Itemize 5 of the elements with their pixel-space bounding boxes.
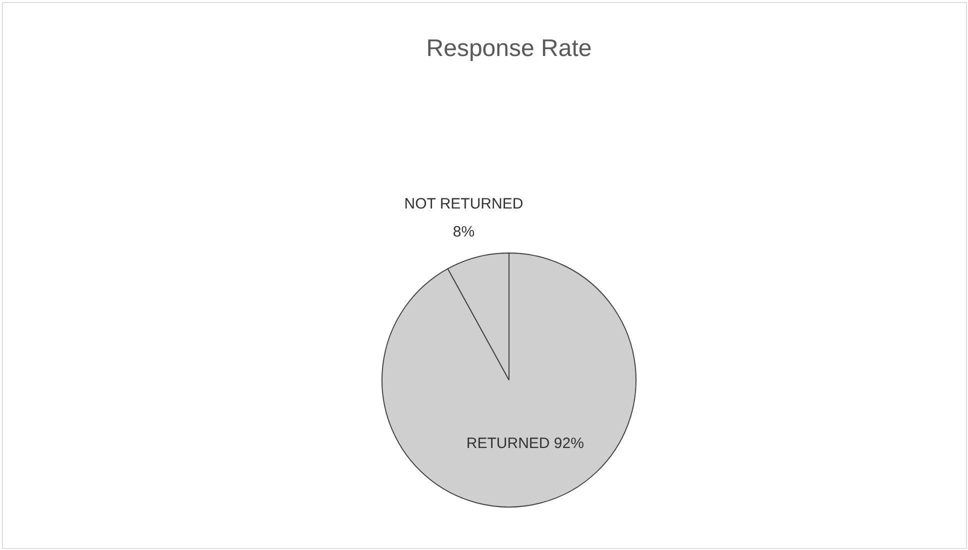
- slice-label: NOT RETURNED: [404, 196, 524, 213]
- chart-title: Response Rate: [426, 35, 592, 62]
- slice-label: RETURNED 92%: [466, 434, 584, 452]
- pie-slice: [382, 252, 636, 508]
- data-label: 8%: [452, 224, 475, 241]
